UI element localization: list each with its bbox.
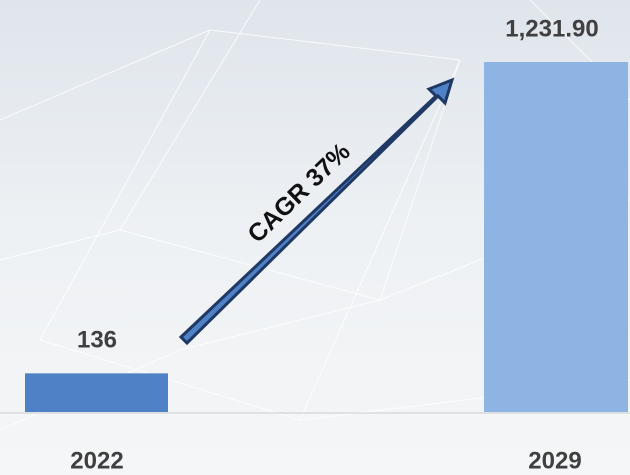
arrow (178, 77, 455, 346)
x-tick-label: 2022 (70, 447, 123, 474)
bar (484, 62, 628, 412)
bar (25, 373, 168, 412)
cagr-arrow (178, 77, 455, 346)
value-label: 136 (77, 327, 117, 354)
value-label: 1,231.90 (505, 15, 598, 42)
x-tick-label: 2029 (528, 447, 581, 474)
